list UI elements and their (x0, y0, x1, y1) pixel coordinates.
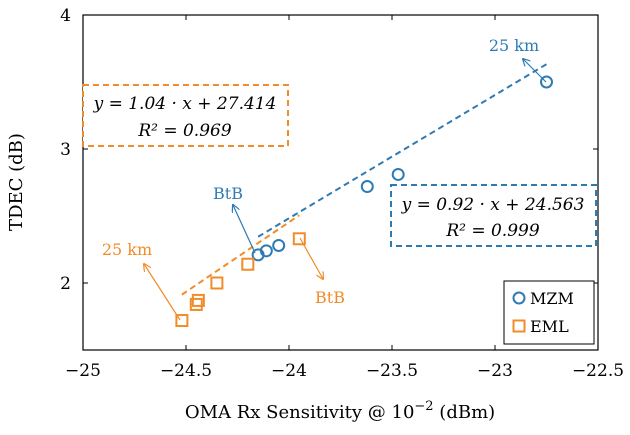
point-eml (210, 276, 224, 290)
callout-mzm-btb: BtB (213, 184, 243, 203)
x-tick-label: −25 (65, 361, 101, 381)
y-axis: 2 3 4 (60, 6, 598, 294)
fit-lines (181, 63, 548, 296)
callouts: 25 km BtB 25 km BtB (102, 36, 547, 321)
callout-eml-btb: BtB (315, 288, 345, 307)
eml-equation-box: y = 1.04 · x + 27.414 R² = 0.969 (82, 84, 289, 147)
point-eml (175, 314, 189, 328)
x-tick-label: −24.5 (160, 361, 212, 381)
fit-line-eml (181, 214, 300, 296)
eml-equation-line1: y = 1.04 · x + 27.414 (93, 94, 277, 114)
point-mzm (360, 180, 374, 194)
y-axis-title: TDEC (dB) (6, 133, 27, 231)
x-axis: −25 −24.5 −24 −23.5 −23 −22.5 (65, 15, 624, 381)
data-points (175, 75, 553, 328)
point-mzm (259, 244, 273, 258)
x-tick-label: −23.5 (366, 361, 418, 381)
callout-eml-25km-arrow (144, 264, 181, 321)
legend-eml-label: EML (530, 317, 569, 336)
point-mzm (272, 238, 286, 252)
callout-eml-25km: 25 km (102, 240, 152, 259)
fit-line-mzm (257, 63, 548, 238)
callout-mzm-25km: 25 km (489, 36, 539, 55)
point-eml (191, 293, 205, 307)
eml-equation-line2: R² = 0.969 (137, 121, 232, 141)
point-mzm (540, 75, 553, 89)
legend-mzm-marker (512, 291, 526, 305)
legend-eml-marker (512, 319, 526, 333)
x-tick-label: −24 (271, 361, 307, 381)
y-tick-label: 4 (60, 6, 71, 26)
legend-mzm-label: MZM (530, 289, 574, 308)
x-axis-title: OMA Rx Sensitivity @ 10−2 (dBm) (185, 399, 495, 423)
point-eml (189, 297, 203, 311)
mzm-equation-box: y = 0.92 · x + 24.563 R² = 0.999 (390, 184, 597, 247)
plot-frame (82, 14, 599, 351)
x-tick-label: −23 (477, 361, 513, 381)
point-eml (241, 257, 255, 271)
y-tick-label: 3 (60, 140, 71, 160)
x-tick-label: −22.5 (572, 361, 624, 381)
point-eml (292, 232, 306, 246)
point-mzm (391, 167, 405, 181)
callout-mzm-btb-arrow (233, 205, 256, 254)
mzm-equation-line2: R² = 0.999 (445, 221, 540, 241)
mzm-equation-line1: y = 0.92 · x + 24.563 (401, 195, 585, 215)
legend: MZM EML (503, 280, 595, 345)
y-tick-label: 2 (60, 274, 71, 294)
